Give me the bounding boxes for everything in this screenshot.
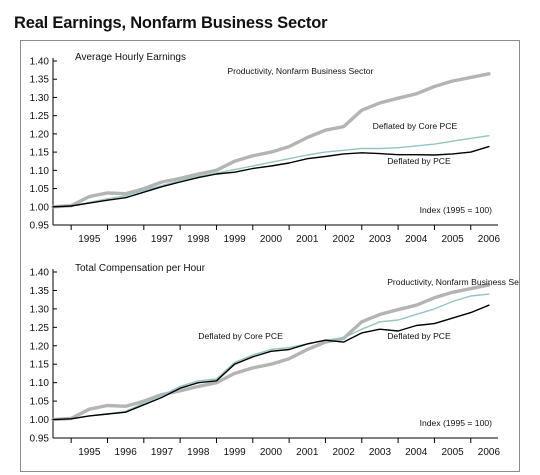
x-tick-label: 1999 <box>224 234 247 245</box>
x-tick-label: 2005 <box>441 447 464 458</box>
index-note: Index (1995 = 100) <box>420 205 493 215</box>
y-tick-label: 1.10 <box>30 378 50 389</box>
y-tick-label: 0.95 <box>30 434 50 445</box>
chart-2: Total Compensation per Hour 0.95 1.00 1.05 1… <box>30 263 519 458</box>
x-tick-label: 1996 <box>115 234 138 245</box>
x-tick-label: 2002 <box>332 234 355 245</box>
series-line-3 <box>52 304 490 421</box>
y-tick-label: 1.35 <box>30 75 50 86</box>
x-tick-label: 2005 <box>441 234 464 245</box>
y-tick-label: 1.15 <box>30 360 50 371</box>
series-line-1 <box>51 283 491 422</box>
chart-title: Total Compensation per Hour <box>75 263 206 274</box>
y-tick-label: 1.20 <box>30 341 50 352</box>
series-label: Deflated by PCE <box>387 156 451 166</box>
y-tick-label: 1.30 <box>30 93 50 104</box>
x-tick-label: 2003 <box>369 447 392 458</box>
series-label: Productivity, Nonfarm Business Sector <box>227 66 373 76</box>
x-tick-label: 2003 <box>369 234 392 245</box>
charts-canvas: Average Hourly Earnings 0.95 1.00 1.05 1.10 1… <box>30 52 519 458</box>
series-label: Deflated by PCE <box>387 331 451 341</box>
x-tick-label: 1998 <box>187 234 210 245</box>
y-tick-label: 1.05 <box>30 397 50 408</box>
x-tick-label: 1997 <box>151 234 174 245</box>
series-label: Deflated by Core PCE <box>373 121 458 131</box>
chart-1: Average Hourly Earnings 0.95 1.00 1.05 1.10 1… <box>30 52 501 245</box>
index-note: Index (1995 = 100) <box>420 418 493 428</box>
y-tick-label: 1.25 <box>30 111 50 122</box>
x-tick-label: 1995 <box>78 234 101 245</box>
x-tick-label: 2001 <box>296 447 319 458</box>
series-label: Deflated by Core PCE <box>198 331 283 341</box>
x-tick-label: 1998 <box>187 447 210 458</box>
y-tick-label: 1.05 <box>30 184 50 195</box>
x-tick-label: 2006 <box>478 234 501 245</box>
x-tick-label: 1999 <box>224 447 247 458</box>
x-tick-label: 2004 <box>405 234 428 245</box>
y-tick-label: 1.25 <box>30 323 50 334</box>
x-tick-label: 2004 <box>405 447 428 458</box>
page-title: Real Earnings, Nonfarm Business Sector <box>14 14 328 32</box>
y-tick-label: 1.15 <box>30 148 50 159</box>
series-line-2 <box>52 293 490 421</box>
y-tick-label: 1.20 <box>30 129 50 140</box>
y-tick-label: 1.35 <box>30 286 50 297</box>
x-tick-label: 1995 <box>78 447 101 458</box>
x-tick-label: 2001 <box>296 234 319 245</box>
figure-frame: Average Hourly Earnings 0.95 1.00 1.05 1.10 1… <box>20 40 520 472</box>
y-tick-label: 1.40 <box>30 57 50 68</box>
x-tick-label: 2002 <box>332 447 355 458</box>
y-tick-label: 1.00 <box>30 415 50 426</box>
x-tick-label: 2000 <box>260 234 283 245</box>
y-tick-label: 1.30 <box>30 304 50 315</box>
x-tick-label: 1997 <box>151 447 174 458</box>
chart-title: Average Hourly Earnings <box>75 52 186 63</box>
y-tick-label: 1.10 <box>30 166 50 177</box>
series-line-1 <box>51 72 491 209</box>
x-tick-label: 2000 <box>260 447 283 458</box>
x-tick-label: 1996 <box>115 447 138 458</box>
series-label: Productivity, Nonfarm Business Sector <box>387 277 519 287</box>
series-line-3 <box>52 145 490 208</box>
y-tick-label: 0.95 <box>30 221 50 232</box>
y-tick-label: 1.00 <box>30 202 50 213</box>
y-tick-label: 1.40 <box>30 268 50 279</box>
x-tick-label: 2006 <box>478 447 501 458</box>
series-line-2 <box>52 134 490 208</box>
